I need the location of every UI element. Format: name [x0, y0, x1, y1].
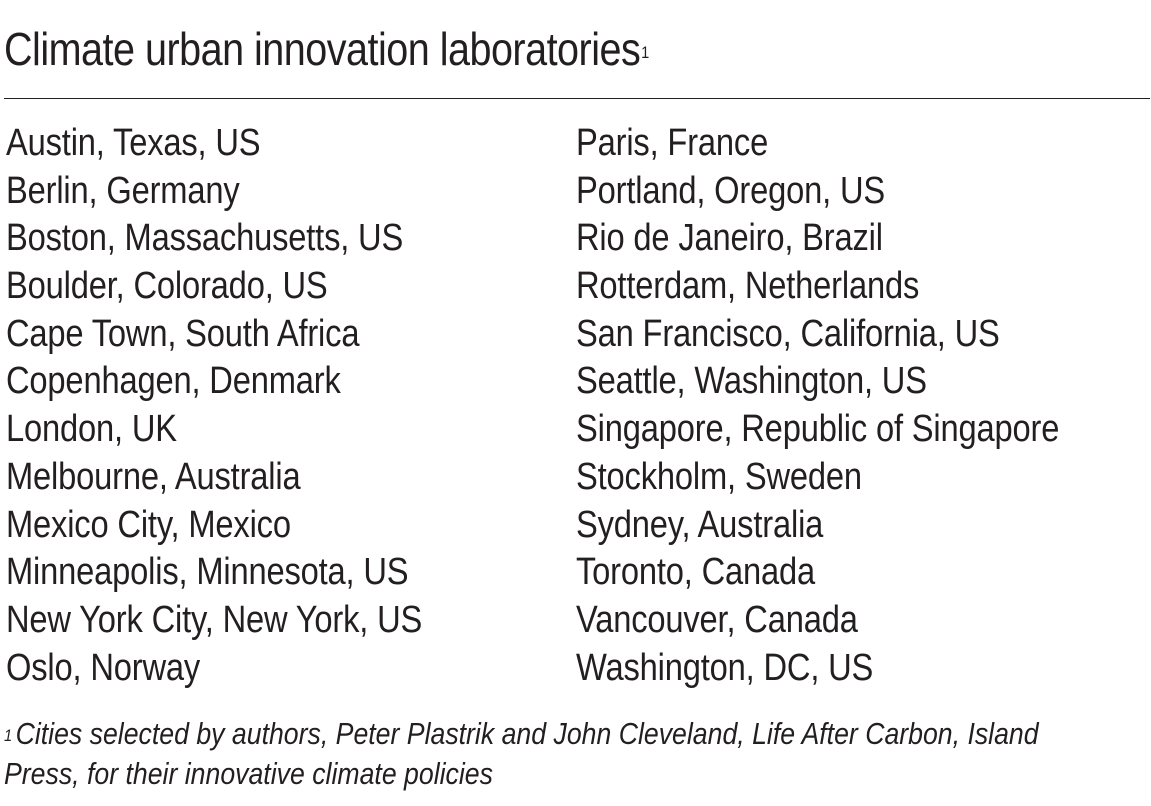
- title-text: Climate urban innovation laboratories: [4, 23, 641, 75]
- city-item: Paris, France: [576, 122, 769, 164]
- city-item: Portland, Oregon, US: [576, 169, 886, 212]
- page-title: Climate urban innovation laboratories1: [4, 22, 649, 76]
- city-item: London, UK: [6, 408, 177, 451]
- city-item: Copenhagen, Denmark: [6, 360, 341, 403]
- city-item: Rotterdam, Netherlands: [576, 265, 920, 308]
- city-list-left: Austin, Texas, US Berlin, Germany Boston…: [6, 120, 490, 692]
- footnote: 1 Cities selected by authors, Peter Plast…: [4, 714, 1122, 794]
- city-item: Oslo, Norway: [6, 646, 201, 689]
- city-item: Singapore, Republic of Singapore: [576, 408, 1060, 451]
- city-item: Mexico City, Mexico: [6, 503, 291, 546]
- city-item: Cape Town, South Africa: [6, 312, 360, 355]
- city-item: Stockholm, Sweden: [576, 455, 862, 498]
- city-item: Vancouver, Canada: [576, 598, 858, 641]
- city-item: San Francisco, California, US: [576, 312, 1000, 355]
- city-item: Washington, DC, US: [576, 646, 874, 689]
- city-item: Seattle, Washington, US: [576, 360, 927, 403]
- title-divider: [4, 98, 1150, 99]
- city-item: Austin, Texas, US: [6, 122, 261, 164]
- city-item: Sydney, Australia: [576, 503, 824, 546]
- title-footnote-ref: 1: [641, 43, 649, 62]
- city-item: New York City, New York, US: [6, 598, 423, 641]
- city-item: Boston, Massachusetts, US: [6, 217, 404, 260]
- footnote-line-2: Press, for their innovative climate poli…: [4, 756, 493, 791]
- city-item: Boulder, Colorado, US: [6, 265, 328, 308]
- city-item: Melbourne, Australia: [6, 455, 301, 498]
- city-item: Rio de Janeiro, Brazil: [576, 217, 883, 260]
- city-list-right: Paris, France Portland, Oregon, US Rio d…: [576, 120, 1138, 692]
- city-item: Toronto, Canada: [576, 551, 816, 594]
- footnote-line-1: Cities selected by authors, Peter Plastr…: [15, 716, 1039, 751]
- city-item: Berlin, Germany: [6, 169, 240, 212]
- city-item: Minneapolis, Minnesota, US: [6, 551, 409, 594]
- footnote-marker: 1: [4, 726, 13, 745]
